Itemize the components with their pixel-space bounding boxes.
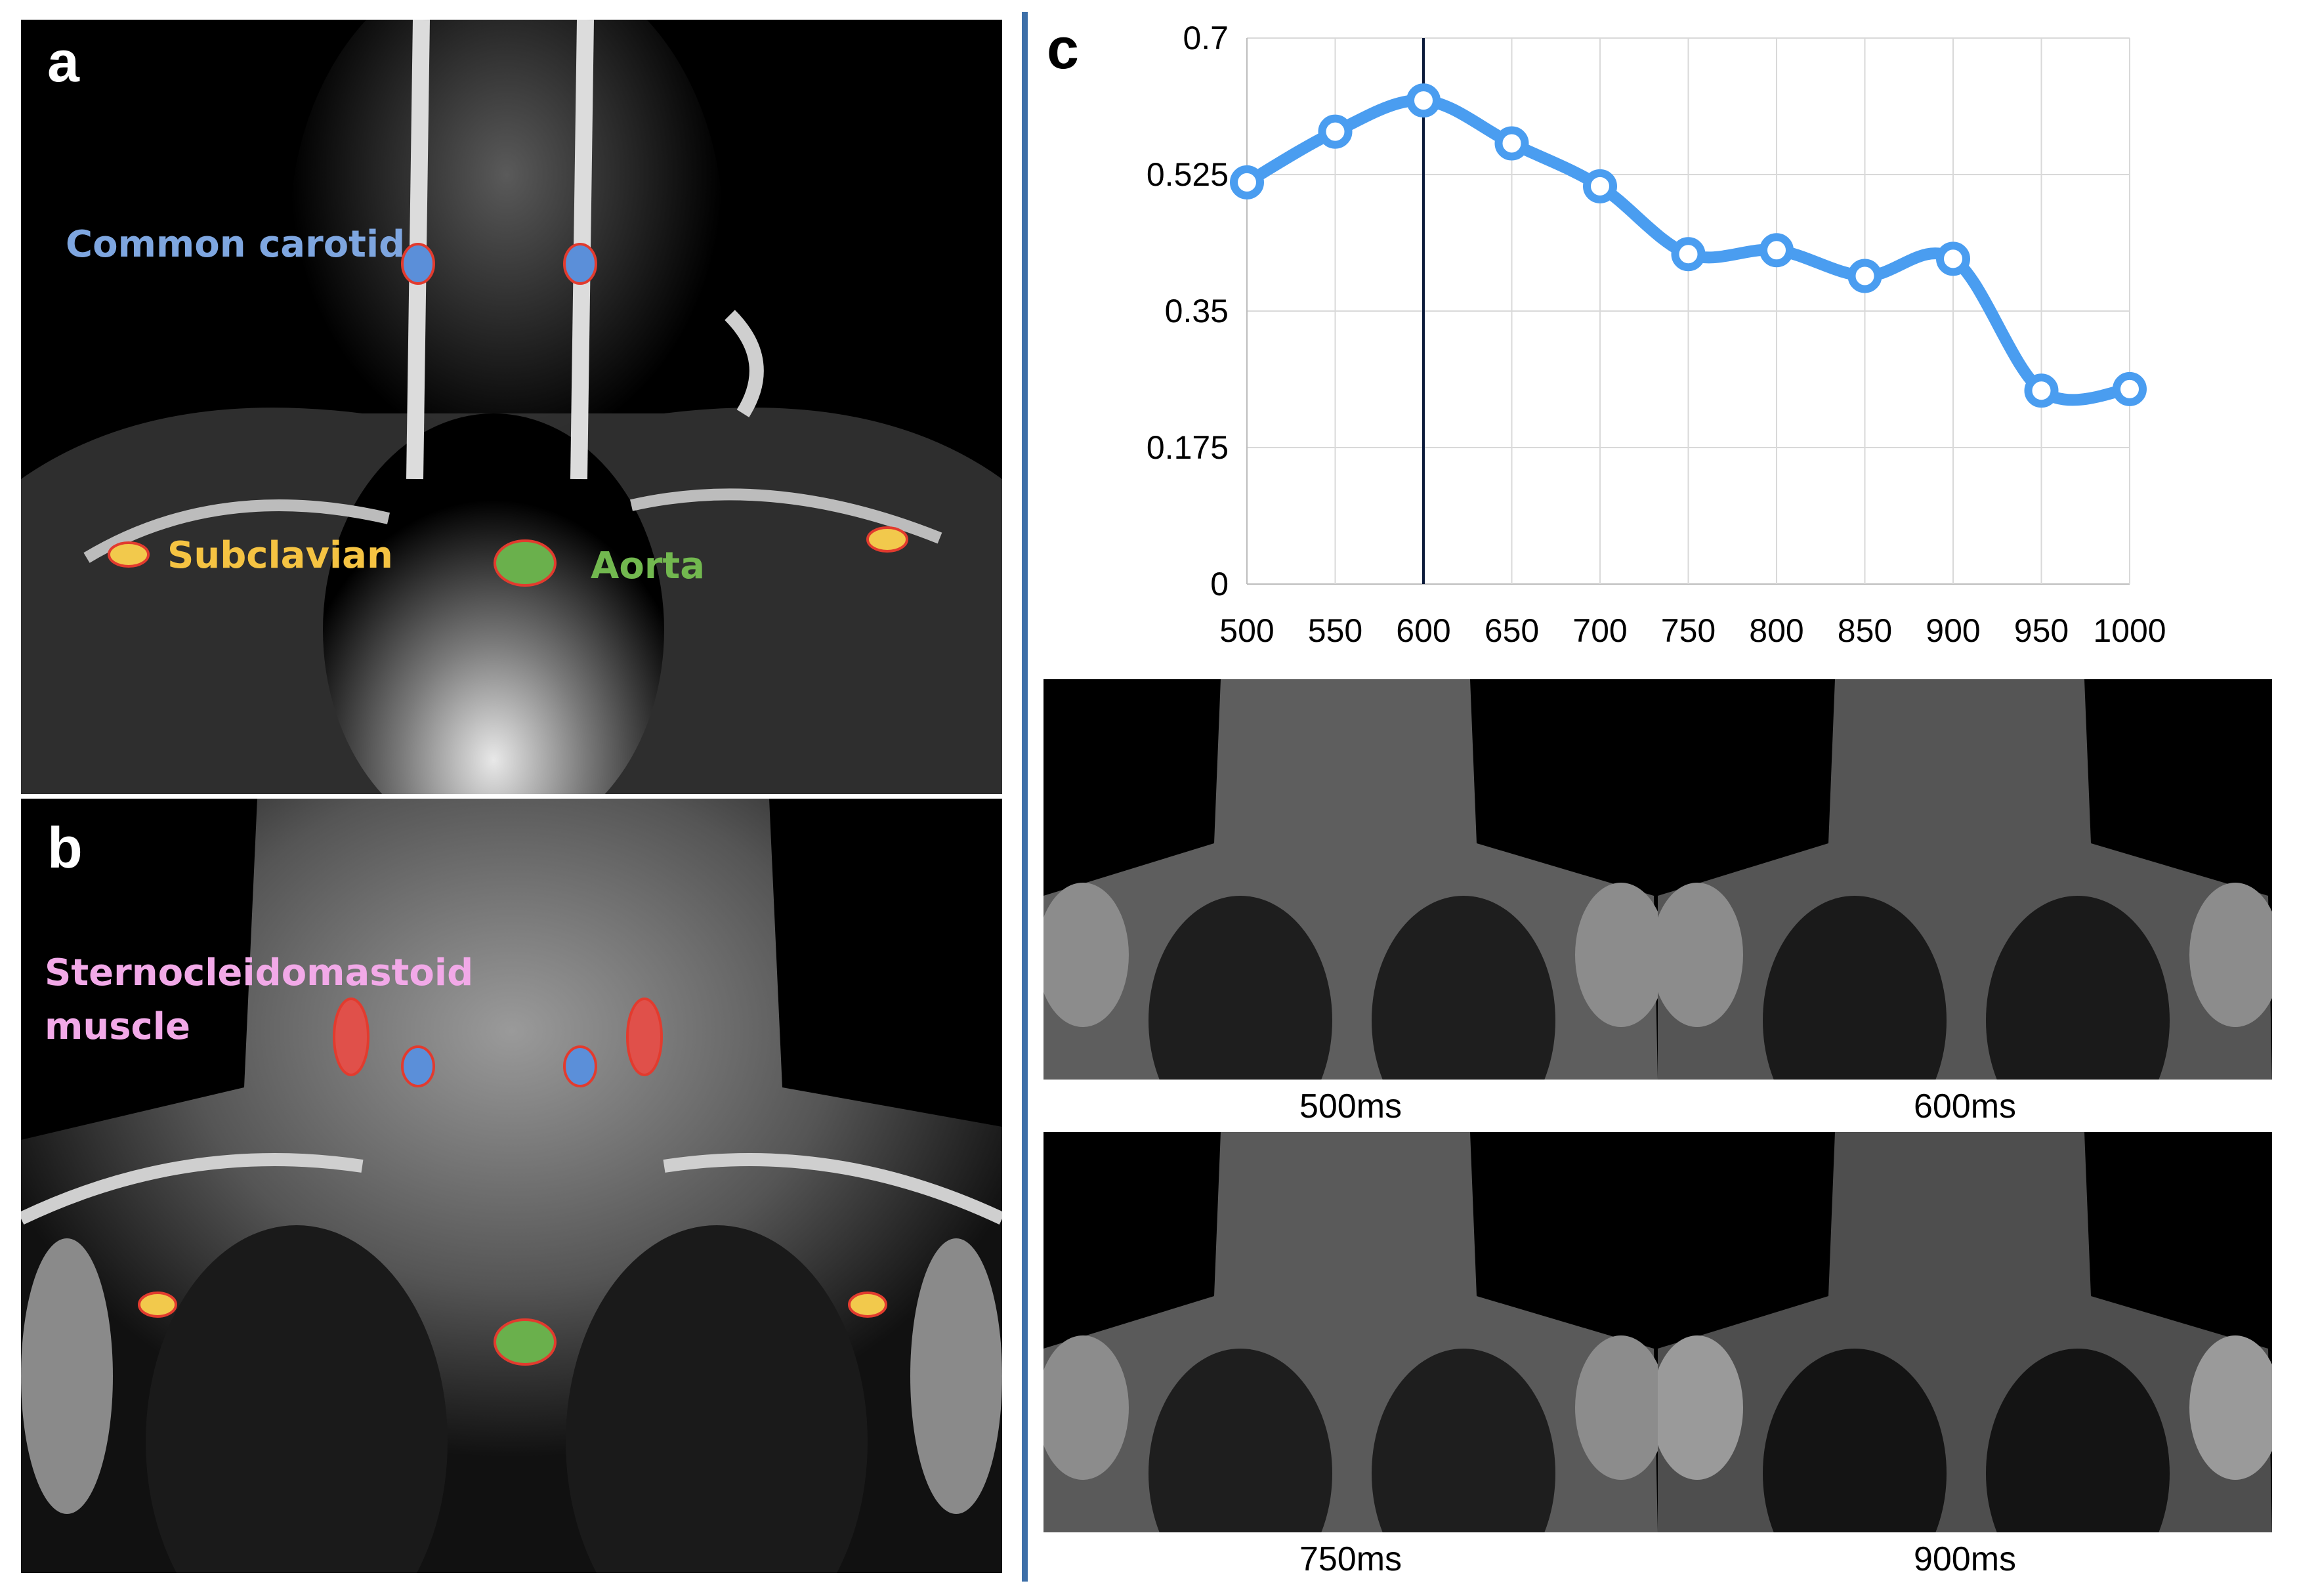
data-point [2024, 373, 2059, 408]
panel-divider [1022, 12, 1028, 1582]
common-carotid-label: Common carotid [66, 223, 406, 266]
data-point [1318, 114, 1353, 149]
thumbnail-1-caption: 500ms [1299, 1087, 1402, 1125]
thumbnail-1-drawing [1043, 679, 1658, 1080]
data-point [1494, 126, 1529, 161]
panel-c-letter: c [1047, 16, 1079, 81]
panel-b-mri-drawing [21, 799, 1002, 1573]
panel-b-mri-image [21, 799, 1002, 1573]
data-point [1936, 242, 1970, 276]
y-tick-label: 0.7 [1183, 20, 1229, 56]
thumbnail-2-caption: 600ms [1913, 1087, 2017, 1125]
thumbnail-3-caption: 750ms [1299, 1540, 1402, 1578]
x-tick-label: 550 [1308, 612, 1362, 649]
panel-a-mri-image [21, 20, 1002, 794]
thumbnail-4-drawing [1658, 1132, 2272, 1532]
x-axis-ticks: 500 550 600 650 700 750 800 850 900 950 1000 [1219, 612, 2166, 649]
y-axis-ticks: 0 0.175 0.35 0.525 0.7 [1147, 20, 1229, 602]
x-tick-label: 700 [1572, 612, 1627, 649]
panel-a-letter: a [47, 29, 79, 94]
x-tick-label: 900 [1926, 612, 1980, 649]
data-point [1760, 233, 1794, 268]
thumbnail-2-image [1658, 679, 2272, 1080]
thumbnail-3-image [1043, 1132, 1658, 1532]
aorta-label: Aorta [591, 545, 705, 587]
data-point [2113, 371, 2147, 406]
scm-label-line2: muscle [45, 1005, 190, 1048]
y-tick-label: 0.525 [1147, 156, 1229, 193]
data-point [1847, 259, 1882, 293]
y-tick-label: 0 [1210, 566, 1229, 602]
thumbnail-4-image [1658, 1132, 2272, 1532]
thumbnail-4-caption: 900ms [1913, 1540, 2017, 1578]
scm-label-line1: Sternocleidomastoid [45, 952, 474, 994]
x-tick-label: 500 [1219, 612, 1274, 649]
panel-b-letter: b [47, 815, 83, 880]
x-tick-label: 750 [1661, 612, 1716, 649]
chart-grid [1246, 37, 2130, 585]
line-chart: 0 0.175 0.35 0.525 0.7 500 550 600 650 700 750 800… [1147, 20, 2166, 649]
thumbnail-1-image [1043, 679, 1658, 1080]
x-tick-label: 950 [2014, 612, 2069, 649]
y-tick-label: 0.175 [1147, 429, 1229, 466]
thumbnail-3-drawing [1043, 1132, 1658, 1532]
data-point [1230, 165, 1264, 200]
data-point [1583, 169, 1617, 203]
x-tick-label: 800 [1749, 612, 1803, 649]
x-tick-label: 1000 [2093, 612, 2166, 649]
data-point [1671, 237, 1706, 272]
x-tick-label: 850 [1838, 612, 1892, 649]
panel-a-mri-drawing [21, 20, 1002, 794]
y-tick-label: 0.35 [1165, 293, 1229, 329]
subclavian-label: Subclavian [167, 534, 393, 577]
series-points [1230, 83, 2147, 408]
x-tick-label: 600 [1396, 612, 1450, 649]
thumbnail-2-drawing [1658, 679, 2272, 1080]
data-point [1406, 83, 1441, 118]
x-tick-label: 650 [1485, 612, 1539, 649]
